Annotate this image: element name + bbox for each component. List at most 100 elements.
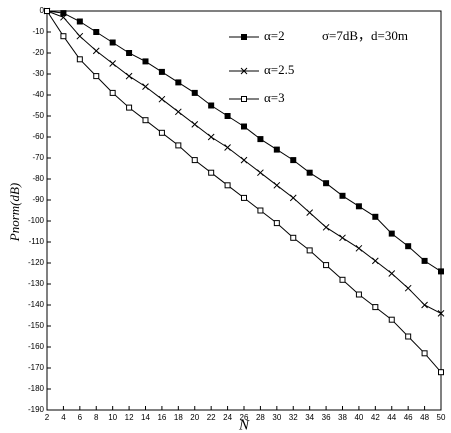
marker [306,169,313,176]
marker [174,108,182,116]
annotation: σ=7dB，d=30m [322,28,408,43]
marker [388,230,395,237]
marker [126,104,133,111]
x-tick-label: 46 [404,413,413,422]
marker [355,244,363,252]
marker [290,234,297,241]
x-tick-label: 2 [45,413,50,422]
y-tick-label: -100 [28,216,45,225]
y-tick-label: -120 [28,258,45,267]
y-tick-label: -150 [28,321,45,330]
marker [142,58,149,65]
marker [175,142,182,149]
x-tick-label: 26 [240,413,249,422]
y-tick-label: -140 [28,300,45,309]
marker [241,194,247,201]
x-tick-label: 22 [207,413,216,422]
x-tick-label: 16 [157,413,166,422]
marker [109,39,116,46]
x-tick-label: 30 [272,413,281,422]
x-tick-label: 34 [305,413,314,422]
x-axis-label: N [238,417,250,433]
marker [109,60,117,67]
marker [388,316,395,323]
x-tick-label: 36 [322,413,331,422]
marker [60,13,67,21]
marker [323,180,330,187]
marker [158,95,166,103]
marker [323,262,330,269]
y-tick-label: -60 [32,132,44,141]
marker [388,270,396,277]
series-line [46,10,442,272]
x-tick-label: 44 [387,413,396,422]
marker [437,310,445,317]
marker [191,157,198,164]
marker [142,83,149,90]
legend-label: α=3 [264,90,285,105]
y-tick-label: -30 [32,69,44,78]
marker [191,121,199,128]
marker [405,333,412,340]
marker [438,369,444,376]
y-tick-label: -110 [29,237,45,246]
marker [76,18,83,25]
marker [224,144,231,151]
marker [208,169,215,176]
x-tick-label: 18 [174,413,183,422]
marker [438,268,444,275]
marker [207,133,215,141]
marker [405,243,412,250]
marker [93,73,100,80]
y-tick-label: -10 [32,27,44,36]
x-tick-label: 6 [78,413,83,422]
marker [175,79,182,86]
y-tick-label: -90 [32,195,44,204]
legend-label: α=2 [264,28,285,43]
marker [76,56,83,63]
marker [372,304,379,311]
x-tick-label: 4 [61,413,66,422]
marker [421,257,428,264]
x-tick-label: 38 [338,413,347,422]
legend-marker [241,34,247,40]
legend-label: α=2.5 [264,62,294,77]
marker [76,32,84,40]
marker [60,10,67,17]
marker [339,276,346,283]
x-tick-label: 50 [437,413,446,422]
y-tick-label: -50 [32,111,44,120]
marker [404,284,412,292]
marker [191,89,198,96]
marker [224,113,231,119]
marker [109,89,116,96]
x-tick-label: 8 [94,413,99,422]
y-tick-label: -80 [32,174,44,183]
marker [339,234,346,242]
x-tick-label: 28 [256,413,265,422]
marker [92,47,100,55]
marker [142,117,149,124]
marker [306,247,313,254]
marker [126,50,133,56]
marker [273,181,281,189]
marker [60,33,67,40]
marker [158,68,165,75]
x-tick-label: 14 [141,413,150,422]
marker [240,156,248,164]
marker [44,8,50,14]
marker [224,182,231,189]
marker [257,207,264,214]
marker [421,350,428,357]
marker [306,209,314,216]
marker [289,194,297,202]
y-tick-label: 0 [40,6,45,15]
x-tick-label: 20 [190,413,199,422]
x-tick-label: 12 [125,413,134,422]
legend-marker [241,96,247,102]
marker [257,136,264,143]
marker [372,213,379,220]
y-tick-label: -180 [28,384,45,393]
y-tick-label: -20 [32,48,44,57]
y-tick-label: -70 [32,153,44,162]
